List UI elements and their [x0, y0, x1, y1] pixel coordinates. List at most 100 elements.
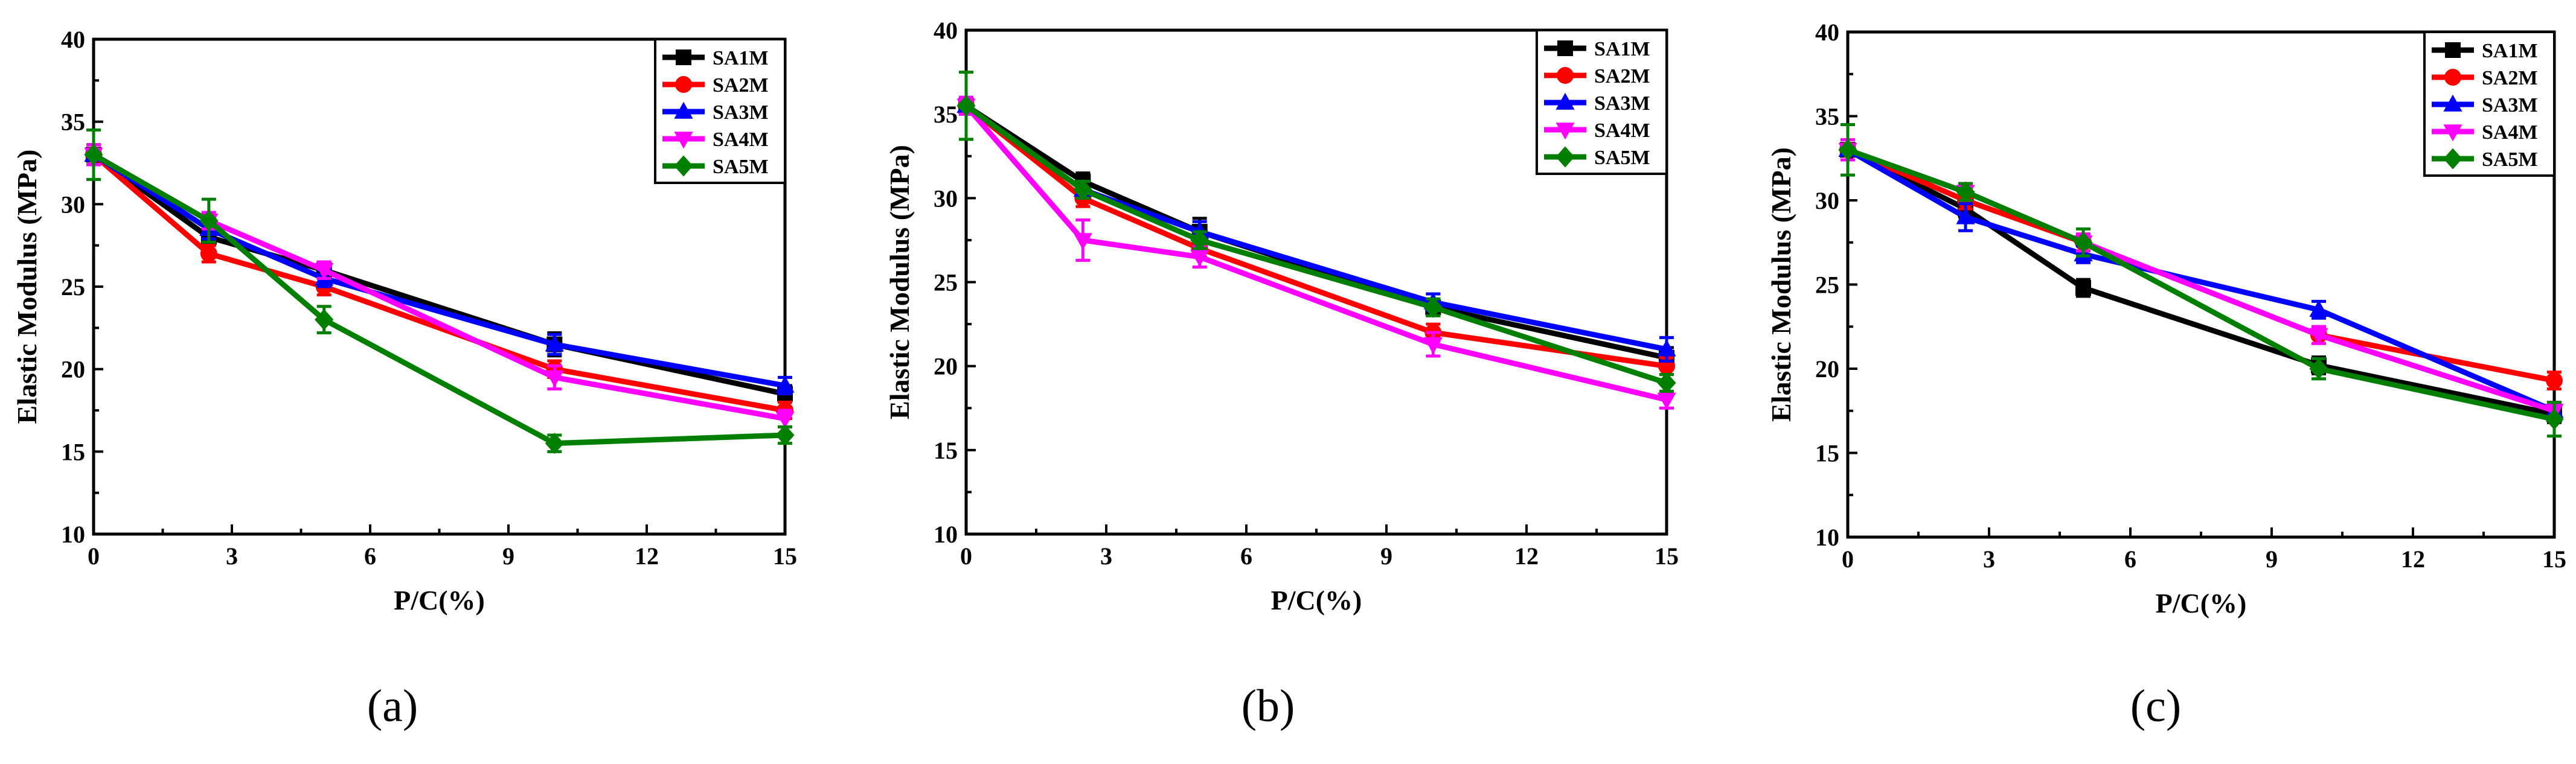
- data-point-sa5m: [315, 309, 334, 331]
- data-point-sa5m: [84, 144, 103, 165]
- data-point-sa4m: [1657, 392, 1676, 410]
- y-tick-label: 10: [61, 521, 85, 548]
- data-point-sa4m: [315, 263, 334, 280]
- x-axis-title: P/C(%): [2156, 588, 2247, 619]
- data-point-sa3m: [1657, 339, 1676, 357]
- data-point-sa5m: [2545, 409, 2564, 430]
- data-point-sa4m: [775, 411, 795, 428]
- x-tick-label: 6: [364, 543, 376, 570]
- series-sa5m: [1838, 123, 2564, 438]
- legend-marker-sa1m: [676, 49, 691, 65]
- data-point-sa4m: [545, 370, 564, 387]
- data-point-sa5m: [775, 424, 795, 446]
- legend-marker-sa3m: [674, 101, 693, 119]
- x-tick-label: 0: [1842, 546, 1854, 573]
- legend-label-sa4m: SA4M: [2482, 121, 2538, 144]
- data-point-sa3m: [545, 334, 564, 352]
- y-tick-label: 15: [934, 437, 958, 464]
- series-sa2m: [85, 143, 793, 421]
- y-tick-label: 35: [61, 109, 85, 136]
- y-tick-label: 20: [61, 356, 85, 383]
- legend-label-sa1m: SA1M: [2482, 40, 2538, 62]
- y-tick-label: 10: [1815, 524, 1839, 551]
- legend-label-sa2m: SA2M: [2482, 67, 2538, 89]
- data-point-sa5m: [1190, 229, 1210, 251]
- data-point-sa2m: [2546, 372, 2563, 389]
- series-line-sa1m: [92, 152, 786, 397]
- legend-marker-sa4m: [674, 132, 693, 149]
- x-tick-label: 12: [635, 543, 659, 570]
- data-point-sa5m: [1423, 296, 1443, 318]
- chart-panel-3: 10 15 20 25 30 35 40 0 3 6 9 12 15 P/C(%) Elastic Modu…: [1766, 19, 2566, 619]
- legend-label-sa5m: SA5M: [2482, 148, 2538, 171]
- y-tick-label: 30: [61, 191, 85, 218]
- data-point-sa5m: [1073, 179, 1092, 200]
- x-tick-label: 9: [2266, 546, 2278, 573]
- legend-marker-sa5m: [2443, 148, 2462, 170]
- x-tick-label: 15: [1655, 543, 1679, 570]
- y-tick-label: 30: [1815, 187, 1839, 214]
- x-tick-label: 3: [226, 543, 238, 570]
- legend-label-sa5m: SA5M: [1594, 147, 1650, 169]
- legend-label-sa2m: SA2M: [1594, 65, 1650, 88]
- x-axis-title: P/C(%): [394, 585, 485, 616]
- data-point-sa4m: [1190, 250, 1210, 267]
- x-axis-title: P/C(%): [1271, 585, 1362, 616]
- chart-panel-2: 10 15 20 25 30 35 40 0 3 6 9 12 15 P/C(%) Elastic Modu…: [884, 17, 1679, 616]
- x-tick-label: 6: [1240, 543, 1252, 570]
- x-tick-label: 15: [2542, 546, 2566, 573]
- x-tick-label: 9: [502, 543, 514, 570]
- legend: SA1M SA2M SA3M SA4M SA5M: [654, 38, 786, 184]
- legend-marker-sa4m: [1556, 123, 1575, 140]
- series-sa5m: [84, 128, 795, 454]
- y-tick-label: 35: [934, 101, 958, 128]
- data-point-sa4m: [1423, 337, 1443, 354]
- legend-label-sa4m: SA4M: [1594, 119, 1650, 142]
- data-point-sa4m: [1073, 233, 1092, 250]
- legend: SA1M SA2M SA3M SA4M SA5M: [1536, 29, 1668, 175]
- legend-marker-sa5m: [674, 155, 693, 177]
- series-line-sa3m: [92, 152, 786, 389]
- y-tick-label: 30: [934, 185, 958, 212]
- data-point-sa5m: [2074, 232, 2093, 253]
- legend-label-sa4m: SA4M: [713, 129, 769, 151]
- data-point-sa3m: [2309, 300, 2328, 317]
- data-point-sa5m: [956, 95, 976, 116]
- data-point-sa3m: [1956, 207, 1975, 224]
- legend-label-sa2m: SA2M: [713, 74, 769, 97]
- data-point-sa5m: [2309, 358, 2328, 380]
- y-axis-title: Elastic Modulus (MPa): [884, 145, 915, 419]
- legend-marker-sa5m: [1556, 146, 1575, 168]
- legend-marker-sa3m: [2443, 94, 2462, 112]
- y-tick-label: 35: [1815, 103, 1839, 130]
- y-tick-label: 40: [1815, 19, 1839, 46]
- legend-marker-sa2m: [675, 76, 692, 93]
- y-tick-label: 40: [934, 17, 958, 44]
- panel-label-1: (a): [367, 681, 418, 731]
- series-line-sa2m: [1847, 147, 2555, 383]
- legend: SA1M SA2M SA3M SA4M SA5M: [2423, 31, 2555, 177]
- data-point-sa2m: [200, 245, 217, 263]
- panel-label-2: (b): [1242, 681, 1295, 731]
- y-axis-title: Elastic Modulus (MPa): [11, 150, 42, 424]
- legend-label-sa3m: SA3M: [713, 101, 769, 124]
- legend-marker-sa2m: [1557, 67, 1574, 84]
- x-tick-label: 3: [1100, 543, 1112, 570]
- legend-label-sa1m: SA1M: [1594, 38, 1650, 60]
- y-tick-label: 10: [934, 521, 958, 548]
- legend-label-sa3m: SA3M: [2482, 94, 2538, 116]
- x-tick-label: 0: [88, 543, 100, 570]
- legend-label-sa1m: SA1M: [713, 47, 769, 69]
- legend-marker-sa2m: [2444, 69, 2461, 86]
- y-tick-label: 15: [61, 438, 85, 465]
- legend-marker-sa1m: [1557, 40, 1573, 56]
- series-sa5m: [956, 71, 1676, 394]
- y-tick-label: 20: [1815, 355, 1839, 383]
- data-point-sa3m: [775, 375, 795, 393]
- y-tick-label: 40: [61, 26, 85, 53]
- chart-panel-1: 10 15 20 25 30 35 40 0 3 6 9 12 15 P/C(%) Elastic Modu…: [11, 26, 797, 616]
- x-tick-label: 12: [1514, 543, 1539, 570]
- series-sa4m: [84, 143, 795, 428]
- legend-marker-sa3m: [1556, 92, 1575, 110]
